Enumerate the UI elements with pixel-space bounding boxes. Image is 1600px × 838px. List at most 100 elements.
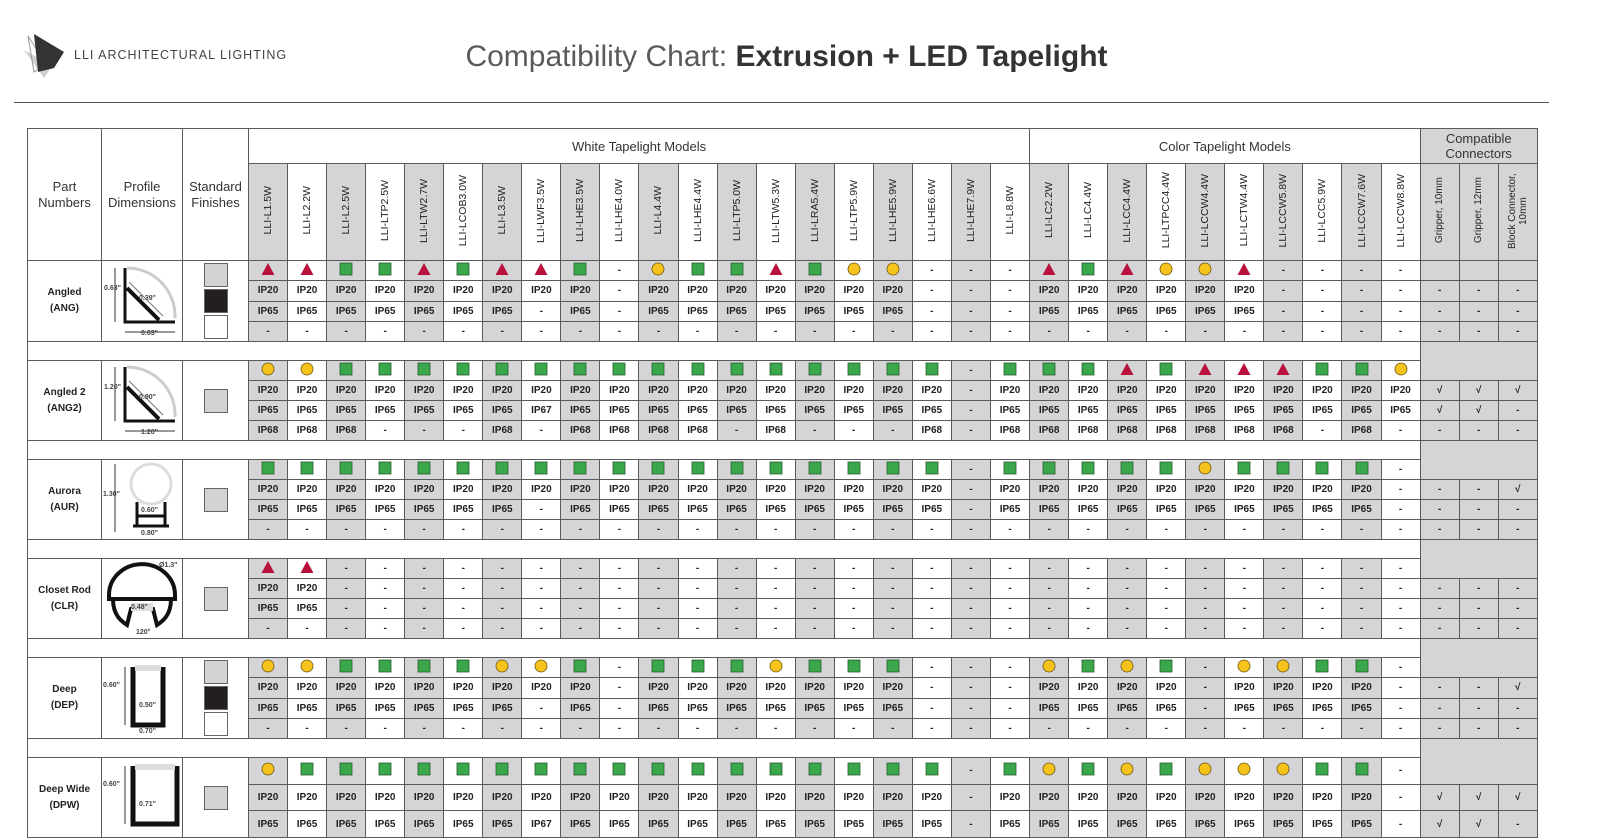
compat-cell — [638, 360, 679, 381]
compat-cell: - — [638, 558, 679, 579]
part-number-cell: Angled 2 (ANG2) — [27, 360, 102, 441]
compat-cell — [404, 259, 445, 282]
compat-cell: - — [794, 519, 835, 540]
compat-cell — [326, 360, 367, 381]
compat-cell: - — [599, 578, 640, 599]
compat-cell: IP20 — [1341, 677, 1382, 699]
square-icon — [1355, 762, 1368, 776]
compat-cell: - — [1302, 420, 1343, 441]
compat-cell: - — [950, 459, 991, 480]
compat-cell — [443, 459, 484, 480]
compat-cell: IP65 — [404, 400, 445, 421]
compat-cell: - — [521, 558, 562, 579]
compat-cell: IP65 — [794, 810, 835, 838]
connector-cell: - — [1419, 499, 1460, 520]
dimension-label: 0.90" — [139, 394, 156, 401]
compat-cell: IP65 — [1068, 810, 1109, 838]
connector-cell: - — [1497, 578, 1538, 599]
square-icon — [1003, 762, 1017, 776]
square-icon — [534, 762, 548, 776]
compat-cell: IP20 — [677, 380, 718, 401]
compat-cell: IP65 — [1107, 499, 1148, 520]
compat-cell: IP68 — [989, 420, 1031, 441]
compat-cell: - — [989, 717, 1031, 740]
model-name: LLI-L3.5W — [496, 186, 509, 235]
compat-cell: IP65 — [1380, 400, 1421, 421]
connector-cell: √ — [1458, 810, 1499, 838]
compat-cell: - — [716, 519, 757, 540]
compat-cell: IP20 — [1107, 280, 1148, 302]
compat-cell — [716, 757, 757, 785]
square-icon — [1081, 461, 1095, 475]
compat-cell — [833, 757, 874, 785]
connector-spacer-cell — [1419, 539, 1538, 579]
table-row: IP20 IP20 IP20 IP20 IP20 IP20 IP20 IP20 IP20 IP20… — [28, 783, 1538, 812]
compat-cell — [989, 757, 1031, 785]
square-icon — [847, 461, 861, 475]
compat-cell: IP68 — [287, 420, 328, 441]
square-icon — [886, 659, 900, 673]
compat-cell: IP68 — [560, 420, 601, 441]
header-model: LLI-LTP5.0W — [716, 163, 757, 261]
compat-cell: - — [911, 618, 952, 639]
compat-cell — [833, 360, 874, 381]
dimension-label: 1.20" — [141, 429, 158, 436]
compat-cell: - — [443, 598, 484, 619]
compat-cell: - — [911, 259, 952, 282]
compat-cell — [911, 757, 952, 785]
profile-drawing: 1.20" 0.90" 1.20" — [104, 365, 177, 436]
compat-cell: IP65 — [1224, 499, 1265, 520]
compat-cell — [794, 757, 835, 785]
compat-cell: IP65 — [247, 499, 289, 520]
compat-cell: IP65 — [755, 697, 796, 719]
table-row: Angled 2 (ANG2) 1.20" 0.90" 1.20" - — [27, 360, 1538, 441]
square-icon — [730, 762, 743, 776]
compat-cell: - — [1185, 618, 1226, 639]
compat-cell: IP20 — [326, 479, 367, 500]
compat-cell: IP65 — [1146, 499, 1187, 520]
compat-cell: IP65 — [443, 499, 484, 520]
compat-cell: - — [1380, 519, 1421, 540]
square-icon — [456, 461, 470, 475]
compat-cell: - — [1185, 656, 1226, 679]
square-icon — [456, 262, 470, 276]
compat-cell: - — [326, 598, 367, 619]
compat-cell: - — [599, 259, 640, 282]
model-name: LLI-LC4.4W — [1082, 182, 1095, 239]
compat-cell: IP20 — [482, 280, 523, 302]
compat-cell: - — [755, 578, 796, 599]
compat-cell: IP65 — [911, 400, 952, 421]
header-model: LLI-LTP2.5W — [365, 163, 406, 261]
part-name: Closet Rod — [38, 584, 91, 596]
compat-cell: - — [911, 519, 952, 540]
compat-cell: IP65 — [287, 499, 328, 520]
compat-cell: - — [1380, 320, 1421, 343]
table-row: IP20 IP20 IP20 IP20 IP20 IP20 IP20 IP20 IP20 IP20… — [28, 380, 1538, 401]
square-icon — [1159, 762, 1173, 776]
square-icon — [300, 461, 314, 475]
compat-cell: - — [1341, 519, 1382, 540]
compat-cell: IP65 — [599, 400, 640, 421]
compat-cell: - — [989, 598, 1031, 619]
compat-cell: - — [521, 320, 562, 343]
finishes-cell — [182, 558, 249, 639]
connector-cell: - — [1497, 420, 1538, 441]
compat-cell: IP20 — [638, 783, 679, 812]
square-icon — [495, 762, 509, 776]
model-name: LLI-L8.8W — [1004, 186, 1016, 235]
compat-cell: - — [716, 320, 757, 343]
header-model: LLI-L8.8W — [989, 163, 1031, 261]
compat-cell: - — [1341, 558, 1382, 579]
compat-cell: - — [404, 618, 445, 639]
profile-dimensions-cell: 1.20" 0.90" 1.20" — [101, 360, 183, 441]
finish-swatch-silver — [203, 660, 228, 684]
dimension-label: 0.60" — [103, 781, 120, 788]
compat-cell: - — [1263, 300, 1304, 322]
compat-cell: - — [1302, 320, 1343, 343]
spacer-row — [27, 738, 1538, 785]
compat-cell — [911, 459, 952, 480]
compat-cell: IP65 — [1224, 810, 1265, 838]
compat-cell: IP20 — [365, 479, 406, 500]
compat-cell: IP65 — [833, 400, 874, 421]
compat-cell: - — [1107, 558, 1148, 579]
